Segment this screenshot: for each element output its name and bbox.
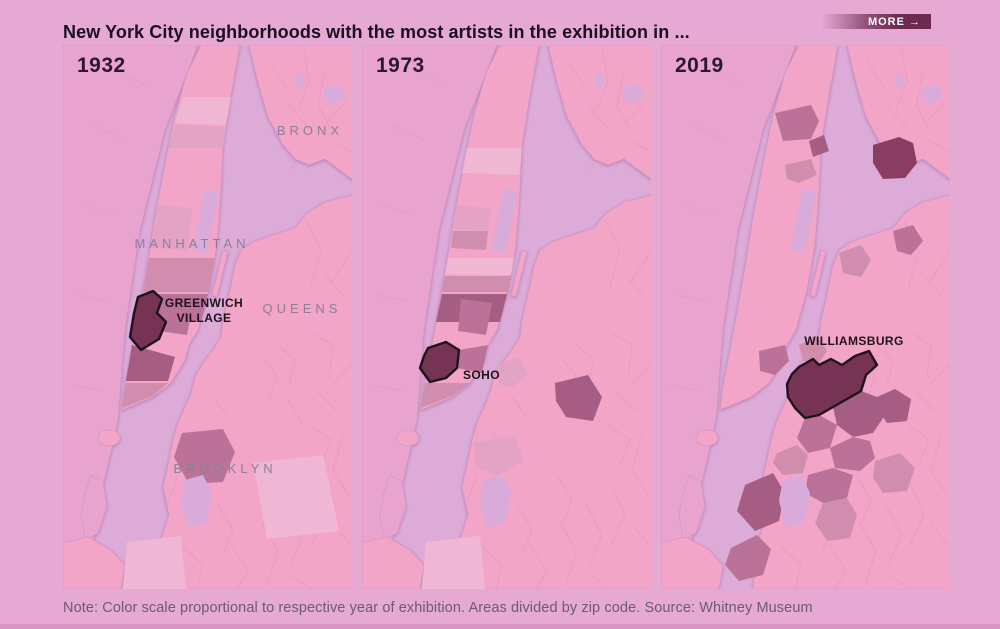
williamsburg-region [785,349,879,420]
nyc-map-1973: SOHO [362,45,651,589]
year-label-1973: 1973 [376,54,425,77]
soho-region [418,340,461,384]
greenwich-village-region [128,289,168,352]
more-button[interactable]: MORE → [821,14,931,29]
south-bronx-region [873,137,917,179]
borough-label-queens: QUEENS [263,301,342,316]
borough-label-bronx: BRONX [277,123,343,138]
map-panel-2019: 2019 [661,45,950,589]
neighborhood-label-williamsburg: WILLIAMSBURG [804,334,903,348]
neighborhood-label-village: VILLAGE [177,311,232,325]
borough-label-manhattan: MANHATTAN [135,236,250,251]
source-note: Note: Color scale proportional to respec… [63,600,813,616]
map-panels: 1932 BRONX MANHATTAN QUEENS [63,45,950,589]
nyc-map-1932: BRONX MANHATTAN QUEENS BROOKLYN GREENWIC… [63,45,352,589]
map-panel-1973: 1973 SOHO [362,45,651,589]
neighborhood-label-greenwich: GREENWICH [165,296,243,310]
map-panel-1932: 1932 BRONX MANHATTAN QUEENS [63,45,352,589]
neighborhood-label-soho: SOHO [463,368,500,382]
nyc-map-2019: WILLIAMSBURG [661,45,950,589]
borough-label-brooklyn: BROOKLYN [173,461,276,476]
choropleth-1973 [418,148,602,589]
year-label-1932: 1932 [77,54,126,77]
bottom-divider [0,624,1000,629]
choropleth-1932 [122,97,339,589]
chart-title: New York City neighborhoods with the mos… [63,22,690,43]
year-label-2019: 2019 [675,54,724,77]
choropleth-2019 [725,105,923,581]
